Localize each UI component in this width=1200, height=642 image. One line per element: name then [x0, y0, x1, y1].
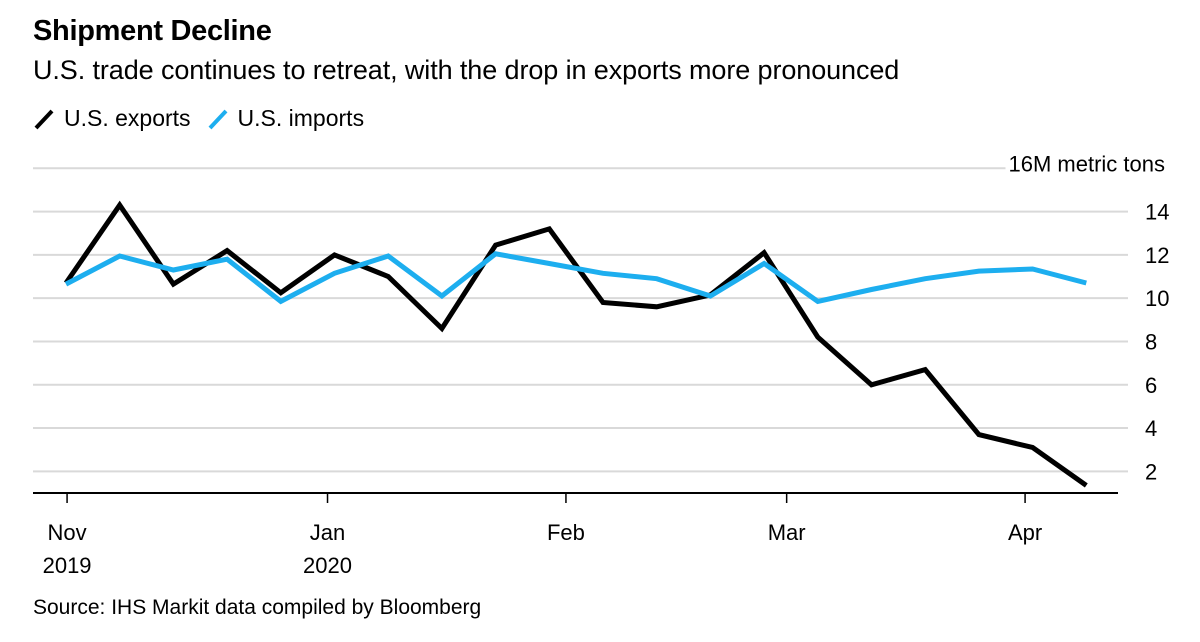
y-tick-label: 12	[1145, 243, 1169, 268]
y-tick-label: 2	[1145, 459, 1157, 484]
x-tick-label: Jan	[310, 520, 345, 545]
x-tick-label: Nov	[48, 520, 87, 545]
x-tick-label: Mar	[768, 520, 806, 545]
x-tick-label: Feb	[547, 520, 585, 545]
x-tick-label: Apr	[1008, 520, 1042, 545]
gridlines	[33, 167, 1128, 473]
y-tick-label: 8	[1145, 329, 1157, 354]
y-tick-label: 6	[1145, 373, 1157, 398]
x-tick-year-label: 2020	[303, 553, 352, 578]
source-note: Source: IHS Markit data compiled by Bloo…	[33, 596, 482, 619]
legend-swatch-exports-line	[34, 109, 54, 129]
series-line-u-s-exports	[63, 200, 1088, 488]
chart-subtitle: U.S. trade continues to retreat, with th…	[33, 55, 900, 85]
x-tick-year-label: 2019	[43, 553, 92, 578]
legend-item-exports: U.S. exports	[33, 105, 191, 132]
y-tick-label: 4	[1145, 416, 1157, 441]
x-axis: Nov 2019 Jan 2020 Feb Mar Apr	[33, 492, 1118, 578]
legend-swatch-imports-line	[208, 109, 228, 129]
legend-item-imports: U.S. imports	[207, 105, 365, 132]
chart-title: Shipment Decline	[33, 15, 272, 47]
legend-label-imports: U.S. imports	[237, 105, 365, 131]
y-axis-labels: 2 4 6 8 10 12 14 16M metric tons	[1005, 151, 1169, 484]
legend-swatch-exports-icon	[34, 109, 54, 129]
series-line-u-s-imports	[64, 251, 1087, 305]
y-tick-label: 16M metric tons	[1009, 151, 1166, 176]
y-tick-label: 10	[1145, 286, 1169, 311]
legend-swatch-imports-icon	[208, 109, 228, 129]
y-tick-label: 14	[1145, 200, 1169, 225]
series-lines	[63, 200, 1088, 488]
unit-label-background	[1005, 151, 1168, 177]
legend: U.S. exports U.S. imports	[33, 105, 380, 132]
legend-label-exports: U.S. exports	[64, 105, 191, 131]
